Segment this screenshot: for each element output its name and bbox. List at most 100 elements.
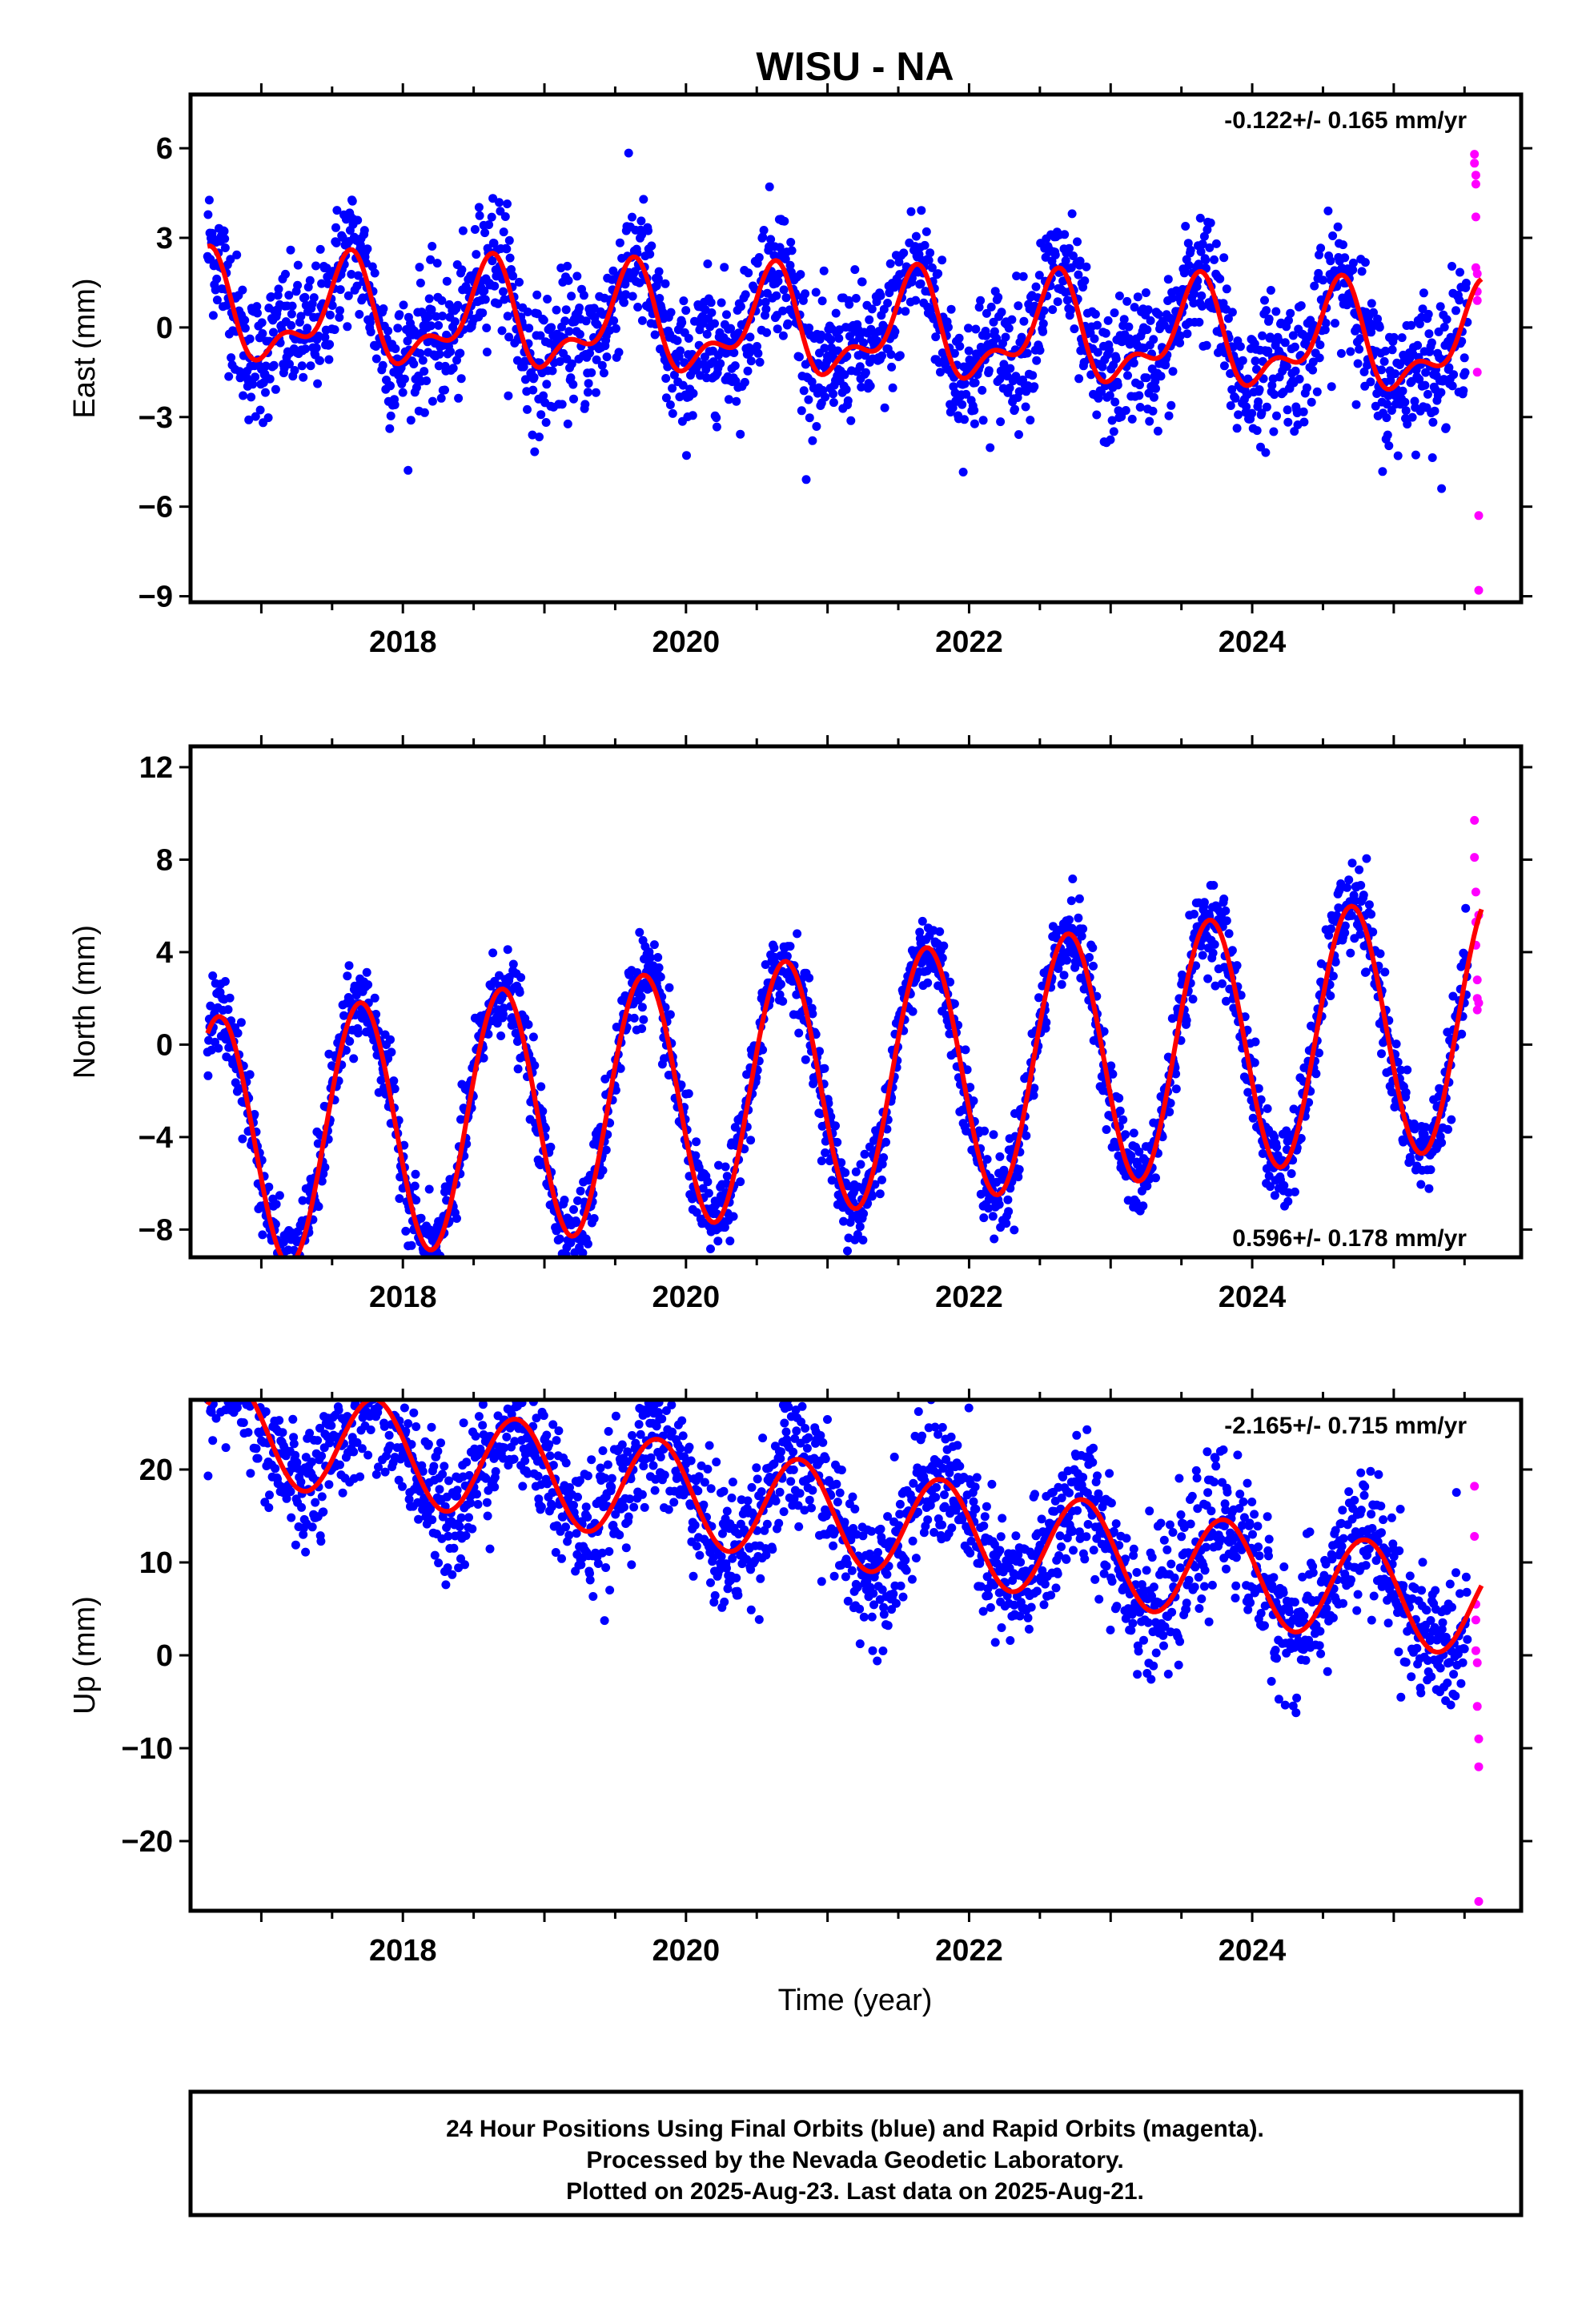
final-point xyxy=(528,430,537,440)
final-point xyxy=(1263,1104,1272,1113)
final-point xyxy=(331,238,341,247)
final-point xyxy=(1347,858,1357,868)
final-point xyxy=(1014,1172,1023,1182)
final-point xyxy=(1356,881,1366,890)
plot-frame xyxy=(188,92,1524,605)
final-point xyxy=(600,1074,610,1084)
final-point xyxy=(351,1377,360,1386)
y-tick-label: 3 xyxy=(156,222,173,255)
final-point xyxy=(794,352,804,362)
final-point xyxy=(1223,314,1233,324)
final-point xyxy=(592,355,601,364)
final-point xyxy=(1367,910,1376,919)
final-point xyxy=(287,309,296,319)
final-point xyxy=(1251,356,1260,366)
final-point xyxy=(224,1353,233,1361)
x-tick-label: 2024 xyxy=(1219,625,1287,659)
final-point xyxy=(532,290,542,300)
final-point xyxy=(1222,916,1231,926)
final-point xyxy=(797,406,806,416)
final-point xyxy=(794,1028,804,1038)
final-point xyxy=(1018,271,1028,281)
final-point xyxy=(955,341,965,351)
final-point xyxy=(1382,413,1391,423)
final-point xyxy=(287,320,296,330)
final-point xyxy=(1093,320,1102,330)
final-point xyxy=(224,372,234,381)
final-point xyxy=(286,245,295,255)
final-point xyxy=(1060,230,1070,239)
final-point xyxy=(1205,243,1215,252)
final-point xyxy=(839,1216,848,1226)
final-point xyxy=(758,232,768,242)
final-point xyxy=(1062,296,1072,305)
final-point xyxy=(386,381,395,391)
final-point xyxy=(1290,342,1299,352)
final-point xyxy=(946,977,955,987)
rapid-point xyxy=(1471,887,1480,897)
final-point xyxy=(877,1175,886,1184)
final-point xyxy=(379,1383,387,1392)
final-point xyxy=(833,1137,842,1147)
final-point xyxy=(369,1357,378,1365)
final-point xyxy=(420,408,429,417)
final-point xyxy=(1415,320,1424,328)
final-point xyxy=(325,310,335,320)
final-point xyxy=(1031,282,1041,292)
final-point xyxy=(523,308,532,316)
final-point xyxy=(1146,316,1155,325)
final-point xyxy=(584,379,593,388)
final-point xyxy=(753,348,763,358)
final-point xyxy=(227,353,236,363)
final-point xyxy=(384,1349,393,1358)
final-point xyxy=(560,316,570,326)
final-point xyxy=(1252,364,1261,374)
final-point xyxy=(341,1046,351,1055)
final-point xyxy=(428,396,437,406)
rapid-point xyxy=(1471,171,1480,180)
final-point xyxy=(444,1531,453,1541)
final-point xyxy=(275,1191,284,1200)
final-point xyxy=(1248,1113,1258,1123)
final-point xyxy=(689,388,698,398)
final-point xyxy=(1042,1018,1051,1027)
final-point xyxy=(762,328,772,337)
final-point xyxy=(401,1426,411,1436)
final-point xyxy=(344,961,354,971)
final-point xyxy=(1182,329,1192,339)
final-point xyxy=(366,328,375,336)
final-point xyxy=(568,380,578,389)
final-point xyxy=(722,310,731,320)
final-point xyxy=(1006,364,1015,373)
final-point xyxy=(1410,1124,1419,1134)
final-point xyxy=(383,1381,391,1390)
rapid-orbit-points xyxy=(1470,815,1484,1015)
final-point xyxy=(238,1134,247,1144)
final-point xyxy=(624,148,633,158)
final-point xyxy=(376,1317,385,1325)
final-point xyxy=(1234,410,1243,420)
final-point xyxy=(1255,385,1264,394)
final-point xyxy=(411,1169,420,1179)
final-point xyxy=(1282,362,1291,372)
final-point xyxy=(225,993,235,1003)
final-point xyxy=(296,312,306,321)
final-point xyxy=(227,1388,236,1397)
final-point xyxy=(851,294,861,303)
final-point xyxy=(236,1341,245,1349)
final-point xyxy=(817,330,826,340)
final-point xyxy=(508,271,518,281)
final-point xyxy=(645,249,655,259)
final-point xyxy=(1359,891,1368,900)
final-point xyxy=(820,344,829,353)
final-point xyxy=(1256,442,1265,452)
final-point xyxy=(1387,345,1397,355)
final-point xyxy=(1367,328,1376,337)
final-point xyxy=(487,212,496,222)
final-point xyxy=(289,1439,299,1449)
final-point xyxy=(1332,911,1342,920)
final-point xyxy=(1314,268,1323,278)
final-point xyxy=(475,211,484,220)
final-point xyxy=(566,1238,576,1248)
final-point xyxy=(1280,338,1290,348)
